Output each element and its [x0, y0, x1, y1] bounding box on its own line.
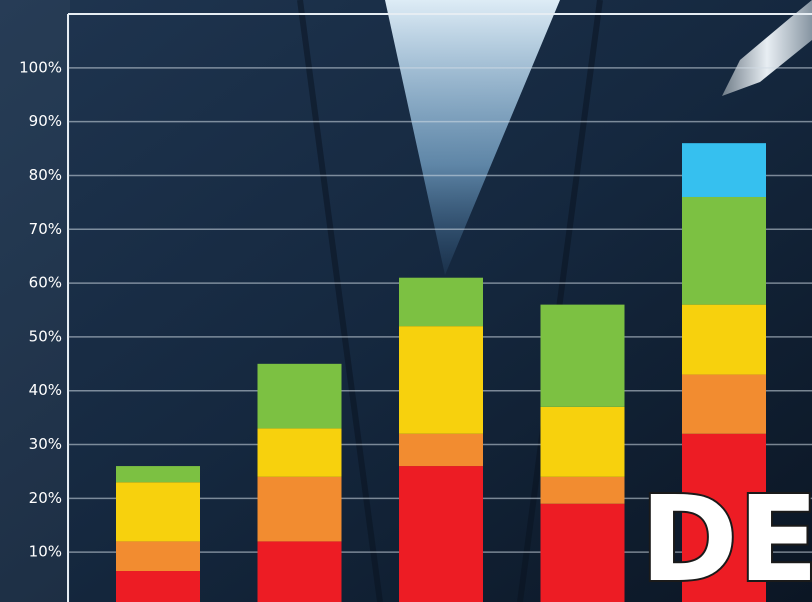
bar-segment: [540, 476, 625, 504]
bar-segment: [540, 503, 625, 602]
bar-segment: [257, 541, 342, 602]
bar-segment: [257, 428, 342, 477]
suit-lapel: [297, 0, 603, 602]
bar-segment: [682, 304, 766, 375]
y-tick-label: 30%: [29, 435, 62, 453]
bar-segment: [682, 143, 766, 197]
bar-segment: [682, 196, 766, 305]
y-tick-label: 60%: [29, 274, 62, 292]
y-tick-label: 90%: [29, 112, 62, 130]
bar-segment: [399, 277, 483, 327]
bars: [116, 143, 766, 602]
y-tick-label: 70%: [29, 220, 62, 238]
annotation: DEL: [640, 470, 812, 602]
bar-segment: [116, 482, 200, 542]
y-tick-label: 50%: [29, 327, 62, 345]
bar-segment: [257, 363, 342, 429]
bar-segment: [399, 433, 483, 467]
bar-segment: [682, 433, 766, 602]
y-tick-label: 10%: [29, 543, 62, 561]
bar-segment: [116, 466, 200, 483]
bar-segment: [116, 571, 200, 602]
bar-segment: [399, 466, 483, 602]
bar-segment: [540, 406, 625, 477]
pen: [722, 0, 812, 96]
y-tick-label: 20%: [29, 489, 62, 507]
y-tick-label: 40%: [29, 381, 62, 399]
y-tick-label: 80%: [29, 166, 62, 184]
bar-segment: [257, 476, 342, 542]
bar-segment: [116, 541, 200, 572]
light-beam: [385, 0, 560, 275]
left-shade: [0, 0, 70, 602]
y-tick-label: 100%: [19, 58, 62, 76]
bar-segment: [682, 374, 766, 434]
bar-segment: [540, 304, 625, 407]
bar-segment: [399, 326, 483, 434]
